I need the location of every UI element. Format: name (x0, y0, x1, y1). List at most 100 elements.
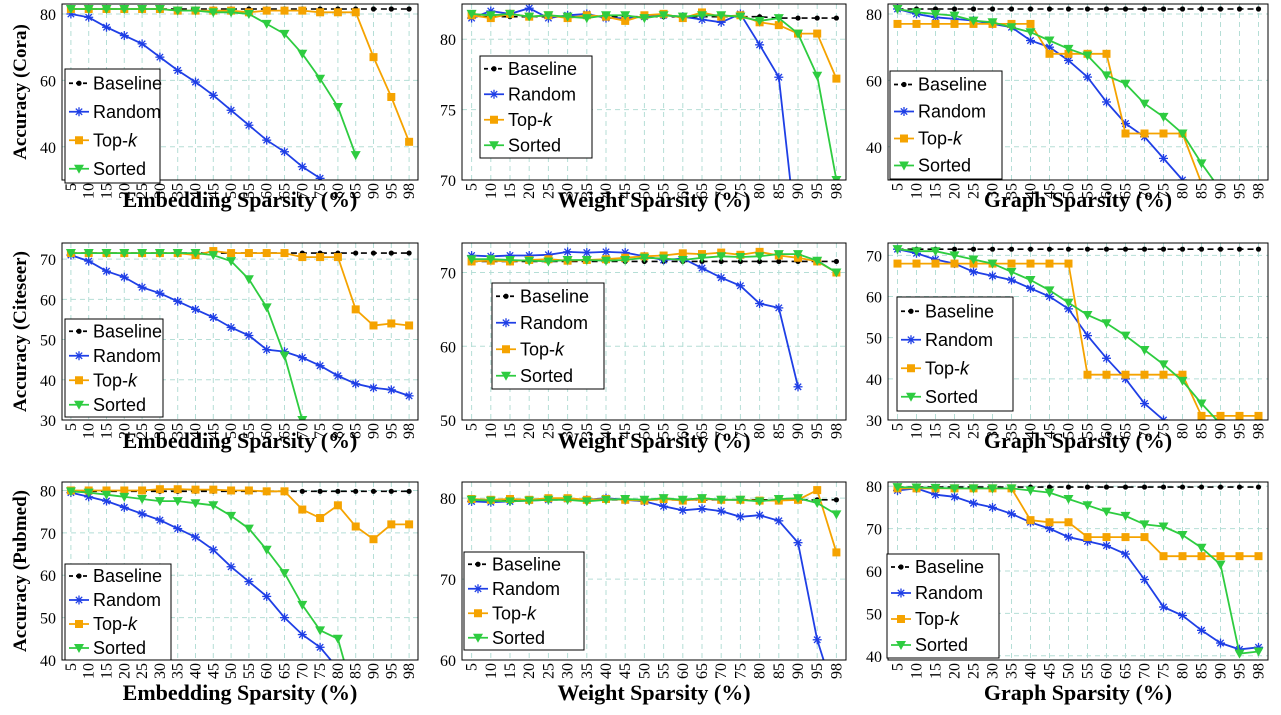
x-tick-label: 60 (259, 663, 276, 679)
sorted-point (1101, 71, 1112, 81)
y-tick-label: 80 (866, 7, 882, 24)
plot-frame (461, 481, 847, 661)
sorted-point (1044, 286, 1055, 296)
x-tick-label: 85 (1194, 663, 1211, 679)
random-point (735, 281, 745, 291)
random-point (404, 391, 414, 401)
sorted-point (315, 626, 326, 636)
sorted-line (70, 252, 304, 420)
sorted-point (639, 253, 650, 263)
x-tick-label: 70 (1137, 423, 1154, 439)
legend-item-baseline: Baseline (894, 75, 987, 95)
sorted-point (226, 511, 237, 521)
topk-point (832, 74, 841, 83)
baseline-point (951, 246, 958, 252)
topk-line (70, 250, 410, 327)
sorted-point (1215, 560, 1226, 570)
random-point (1178, 175, 1187, 180)
sorted-point (101, 249, 112, 259)
topk-point (1216, 552, 1225, 561)
y-tick-label: 40 (40, 140, 56, 157)
random-point (137, 282, 147, 292)
x-tick-label: 60 (1099, 663, 1116, 679)
x-tick-label: 40 (598, 663, 615, 679)
legend-label: Baseline (508, 59, 577, 79)
legend-marker (74, 107, 84, 117)
plot-frame (61, 481, 419, 661)
topk-point (1197, 411, 1206, 420)
legend-marker (76, 573, 82, 579)
baseline-point (1046, 484, 1053, 490)
x-tick-label: 65 (694, 423, 711, 439)
baseline-point (1008, 246, 1015, 252)
x-tick-label: 65 (1118, 183, 1135, 199)
legend-item-sorted: Sorted (69, 159, 146, 179)
legend-item-sorted: Sorted (468, 628, 545, 648)
topk-point (298, 253, 307, 262)
x-tick-label: 25 (134, 663, 151, 679)
baseline-point (951, 6, 958, 12)
legend-marker (74, 644, 84, 653)
random-point (1064, 532, 1073, 542)
random-point (988, 271, 997, 281)
sorted-point (119, 249, 130, 259)
x-tick-label: 90 (1213, 663, 1230, 679)
sorted-point (911, 483, 922, 493)
x-tick-label: 60 (259, 183, 276, 199)
sorted-point (350, 151, 361, 161)
legend: Baseline Random Top-k Sorted (886, 553, 1000, 659)
random-point (208, 545, 218, 555)
x-tick-label: 20 (116, 423, 133, 439)
legend-marker (76, 80, 82, 86)
x-tick-label: 10 (81, 663, 98, 679)
legend-label: Random (915, 583, 983, 603)
series-sorted (466, 494, 842, 520)
random-point (1045, 292, 1054, 302)
sorted-point (101, 4, 112, 14)
legend-marker (898, 564, 904, 570)
random-point (755, 510, 765, 520)
legend-item-baseline: Baseline (468, 554, 561, 574)
legend-item-baseline: Baseline (69, 566, 162, 586)
legend-item-random: Random (901, 330, 993, 350)
x-tick-label: 55 (656, 423, 673, 439)
sorted-point (1196, 543, 1207, 553)
sorted-point (1177, 129, 1188, 139)
baseline-point (1217, 6, 1224, 12)
x-tick-label: 20 (947, 423, 964, 439)
sorted-point (1158, 112, 1169, 122)
sorted-point (658, 254, 669, 264)
random-point (208, 312, 218, 322)
x-tick-label: 15 (928, 663, 945, 679)
y-axis-label: Accuracy (Pubmed) (10, 490, 31, 652)
topk-point (950, 259, 959, 268)
legend-item-sorted: Sorted (69, 638, 146, 658)
random-point (244, 120, 254, 130)
x-tick-label: 45 (205, 423, 222, 439)
random-point (697, 504, 707, 514)
random-point (351, 379, 361, 389)
y-tick-label: 60 (40, 73, 56, 90)
sorted-point (1177, 376, 1188, 386)
topk-point (1026, 516, 1035, 525)
sorted-point (620, 11, 631, 21)
random-point (1140, 574, 1149, 584)
topk-point (1064, 518, 1073, 527)
random-point (119, 31, 129, 41)
sorted-point (279, 351, 290, 361)
baseline-point (406, 6, 412, 12)
sorted-point (754, 252, 765, 262)
random-point (244, 577, 254, 587)
sorted-line (471, 497, 837, 516)
legend-item-random: Random (496, 313, 588, 333)
y-tick-label: 40 (866, 140, 882, 157)
baseline-point (388, 6, 394, 12)
random-point (173, 524, 183, 534)
legend-item-random: Random (69, 102, 161, 122)
x-tick-label: 85 (1194, 183, 1211, 199)
baseline-point (1141, 246, 1148, 252)
sorted-point (601, 495, 611, 505)
